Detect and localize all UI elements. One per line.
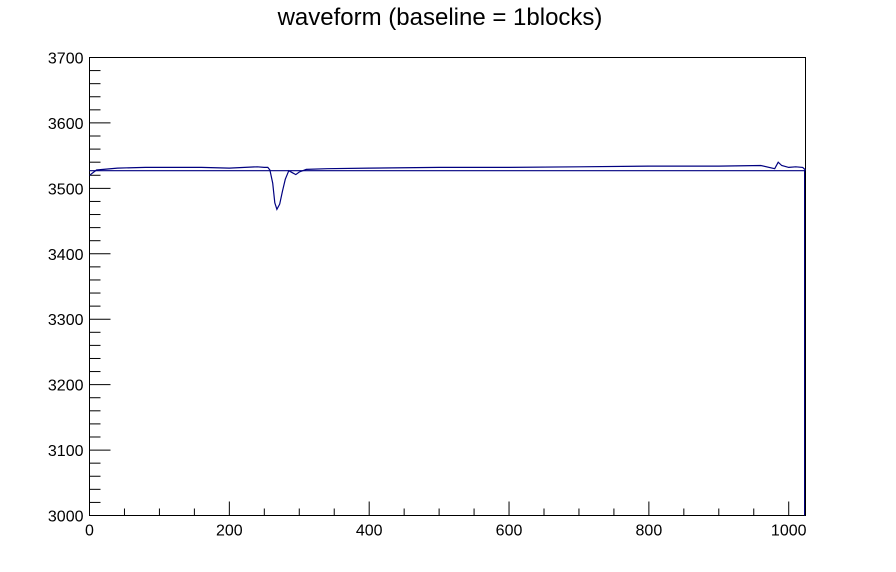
y-tick-label: 3600 xyxy=(48,116,84,133)
y-tick-label: 3300 xyxy=(48,312,84,329)
x-tick-label: 1000 xyxy=(771,523,807,540)
x-tick-label: 800 xyxy=(636,523,663,540)
y-tick-label: 3700 xyxy=(48,51,84,68)
x-tick-label: 200 xyxy=(216,523,243,540)
chart-title: waveform (baseline = 1blocks) xyxy=(277,4,603,31)
waveform-series-line xyxy=(89,161,806,211)
plot-frame xyxy=(89,57,806,516)
y-tick-label: 3500 xyxy=(48,181,84,198)
series-group xyxy=(89,161,806,516)
x-tick-label: 600 xyxy=(496,523,523,540)
tick-labels: 0 200 400 600 800 1000 3000 3100 3200 3300 3400 350… xyxy=(48,51,807,540)
x-tick-label: 400 xyxy=(356,523,383,540)
y-tick-label: 3100 xyxy=(48,443,84,460)
y-tick-label: 3200 xyxy=(48,378,84,395)
x-tick-label: 0 xyxy=(85,523,94,540)
y-tick-label: 3400 xyxy=(48,247,84,264)
y-tick-label: 3000 xyxy=(48,509,84,526)
axis-ticks xyxy=(89,57,790,516)
